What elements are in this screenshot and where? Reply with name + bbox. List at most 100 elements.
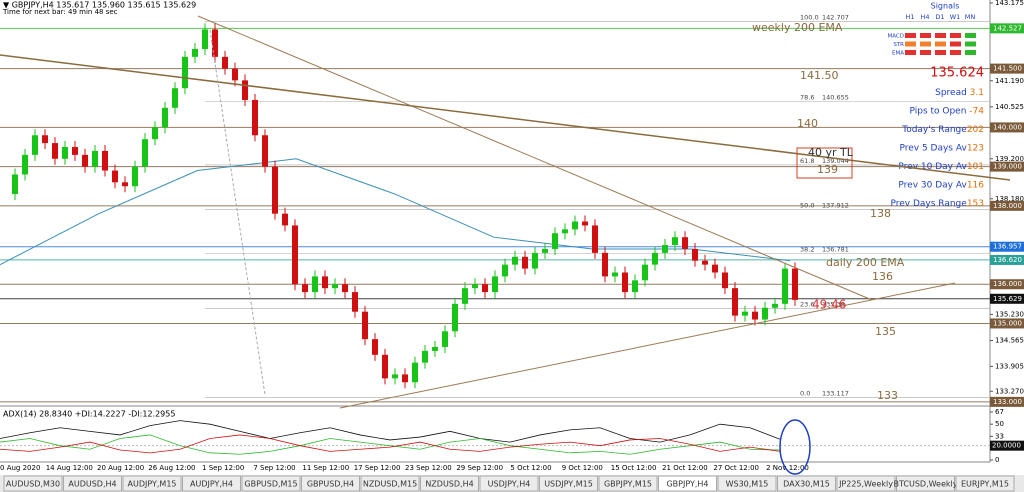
candle xyxy=(412,362,418,383)
y-tick-label: 141.500 xyxy=(993,65,1022,73)
tab[interactable] xyxy=(836,475,896,492)
tab-label[interactable]: AUDUSD,H4 xyxy=(68,480,116,489)
fib-level: 0.0 xyxy=(800,389,810,397)
tab[interactable] xyxy=(122,475,182,492)
tab-label[interactable]: DAX30,M15 xyxy=(783,480,830,489)
info-line: Prev 30 Day Av116 xyxy=(898,180,984,190)
candle xyxy=(722,272,728,289)
tab-label[interactable]: GBPUSD,H4 xyxy=(307,480,354,489)
x-tick-label: 20 Aug 12:00 xyxy=(97,464,144,472)
candle xyxy=(752,311,758,320)
candle xyxy=(432,346,438,351)
signals-col: MN xyxy=(965,13,976,21)
tab-label[interactable]: JP225,Weekly xyxy=(838,480,893,489)
candle xyxy=(402,374,408,383)
candle xyxy=(692,248,698,261)
tab[interactable] xyxy=(598,475,658,492)
candle xyxy=(302,284,308,293)
x-tick-label: 23 Sep 12:00 xyxy=(405,464,452,472)
tab[interactable] xyxy=(301,475,360,492)
annotation: 140 xyxy=(797,117,818,130)
tab-label[interactable]: WS30,M15 xyxy=(726,480,769,489)
adx-tick-label: 67 xyxy=(995,408,1004,416)
tab-label[interactable]: USDJPY,H4 xyxy=(488,480,531,489)
info-label: Spread xyxy=(935,88,970,98)
tab[interactable] xyxy=(539,475,598,492)
tab-label[interactable]: AUDJPY,M15 xyxy=(127,480,176,489)
trend-line xyxy=(197,15,873,301)
signals-col: H1 xyxy=(905,13,914,21)
signal-cell xyxy=(935,50,946,55)
x-tick-label: 2 Nov 12:00 xyxy=(766,464,809,472)
tab-label[interactable]: BTCUSD,Weekly xyxy=(893,480,957,489)
signal-cell xyxy=(905,41,916,47)
annotation: 135 xyxy=(875,325,896,338)
adx-tick-label: 20.0000 xyxy=(992,442,1021,450)
tab[interactable] xyxy=(420,475,479,492)
candle xyxy=(232,68,238,81)
tab[interactable] xyxy=(479,475,539,492)
tab[interactable] xyxy=(241,475,301,492)
candle xyxy=(12,174,18,195)
tab[interactable] xyxy=(63,475,122,492)
candle xyxy=(102,150,108,171)
tab-label[interactable]: AUDUSD,M30 xyxy=(6,480,60,489)
candle xyxy=(492,276,498,293)
tab-label[interactable]: GBPUSD,M15 xyxy=(244,480,297,489)
tab[interactable] xyxy=(3,475,63,492)
tab[interactable] xyxy=(182,475,241,492)
signal-cell xyxy=(950,50,961,55)
annotation: 139 xyxy=(817,163,838,176)
fib-level: 78.6 xyxy=(800,94,814,102)
tab-label[interactable]: NZDUSD,H4 xyxy=(425,480,473,489)
candle xyxy=(22,154,28,175)
candle xyxy=(502,264,508,277)
signals-row: STR xyxy=(893,42,904,48)
signal-cell xyxy=(935,33,946,38)
tab-label[interactable]: AUDJPY,H4 xyxy=(190,480,233,489)
signal-cell xyxy=(920,33,931,38)
x-tick-label: 26 Aug 12:00 xyxy=(148,464,195,472)
candle xyxy=(642,264,648,281)
candle xyxy=(242,80,248,100)
y-tick-label: 136.620 xyxy=(993,256,1022,264)
adx-tick-label: 33 xyxy=(995,432,1004,440)
tick-box xyxy=(990,396,1024,407)
tab[interactable] xyxy=(896,475,955,492)
tab[interactable] xyxy=(717,475,777,492)
candle xyxy=(742,311,748,316)
tab[interactable] xyxy=(955,475,1015,492)
signal-cell xyxy=(950,41,961,47)
candle xyxy=(522,256,528,269)
trend-line xyxy=(339,282,956,409)
candle xyxy=(292,225,298,285)
y-tick-label: 140.000 xyxy=(993,123,1022,131)
tick-box xyxy=(990,241,1024,252)
tab-label[interactable]: EURJPY,M15 xyxy=(961,480,1009,489)
tick-box xyxy=(990,63,1024,74)
candle xyxy=(702,260,708,265)
tab-label[interactable]: NZDUSD,M15 xyxy=(363,480,417,489)
y-tick-label: 143.175 xyxy=(995,0,1024,7)
candle xyxy=(632,280,638,293)
tab[interactable] xyxy=(658,475,717,492)
tab-label[interactable]: GBPJPY,H4 xyxy=(666,480,708,489)
y-tick-label: 135.230 xyxy=(995,310,1024,318)
y-tick-label: 142.527 xyxy=(993,24,1022,32)
candle xyxy=(602,252,608,277)
tab-label[interactable]: USDJPY,M15 xyxy=(544,480,593,489)
signals-col: D1 xyxy=(935,13,944,21)
signal-cell xyxy=(905,50,916,55)
fib-level: 61.8 xyxy=(800,157,814,165)
tab[interactable] xyxy=(360,475,420,492)
signals-col: W1 xyxy=(950,13,961,21)
tab[interactable] xyxy=(777,475,836,492)
candle xyxy=(712,264,718,273)
y-tick-label: 135.000 xyxy=(993,319,1022,327)
annotation: 136 xyxy=(872,270,893,283)
tab-label[interactable]: GBPJPY,M15 xyxy=(604,480,652,489)
info-line: Prev 10 Day Av101 xyxy=(898,162,984,172)
adx-line xyxy=(0,420,781,443)
y-tick-label: 140.525 xyxy=(995,103,1024,111)
